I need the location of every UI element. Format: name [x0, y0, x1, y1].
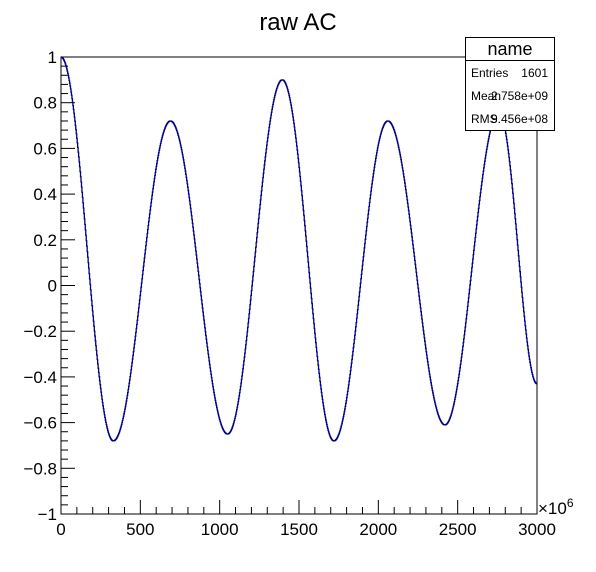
- y-tick-label: 0.4: [33, 185, 57, 204]
- stats-row-mean: Mean 2.758e+09: [466, 84, 554, 107]
- stats-row-entries: Entries 1601: [466, 61, 554, 84]
- stats-label: RMS: [471, 112, 498, 126]
- x-tick-label: 1500: [280, 520, 318, 539]
- series-line: [60, 56, 538, 442]
- y-tick-label: 0.6: [33, 139, 57, 158]
- y-tick-label: −0.6: [23, 414, 57, 433]
- y-tick-label: −0.2: [23, 322, 57, 341]
- x-tick-label: 500: [126, 520, 154, 539]
- y-tick-label: 0.8: [33, 94, 57, 113]
- stats-value: 9.456e+08: [490, 112, 548, 126]
- y-tick-label: 0: [48, 277, 57, 296]
- x-tick-label: 1000: [201, 520, 239, 539]
- x-axis-labels: 0 500 1000 1500 2000 2500 3000: [56, 520, 556, 539]
- x-tick-label: 2500: [439, 520, 477, 539]
- stats-value: 2.758e+09: [490, 89, 548, 103]
- y-axis-labels: −1 −0.8 −0.6 −0.4 −0.2 0 0.2 0.4 0.6 0.8 1: [23, 48, 57, 524]
- y-tick-label: −0.8: [23, 459, 57, 478]
- x-axis-multiplier: ×106: [538, 496, 574, 518]
- x-tick-label: 3000: [518, 520, 556, 539]
- stats-value: 1601: [521, 66, 548, 80]
- stats-label: Mean: [471, 89, 502, 103]
- y-tick-label: −0.4: [23, 368, 57, 387]
- x-tick-label: 0: [56, 520, 65, 539]
- y-tick-label: 1: [48, 48, 57, 67]
- axis-ticks: [60, 56, 538, 515]
- y-tick-label: 0.2: [33, 231, 57, 250]
- x-tick-label: 2000: [359, 520, 397, 539]
- stats-row-rms: RMS 9.456e+08: [466, 107, 554, 130]
- stats-box: name Entries 1601 Mean 2.758e+09 RMS 9.4…: [465, 37, 555, 131]
- stats-label: Entries: [471, 66, 509, 80]
- stats-title: name: [466, 38, 554, 61]
- chart-title: raw AC: [259, 9, 336, 36]
- y-tick-label: −1: [38, 505, 57, 524]
